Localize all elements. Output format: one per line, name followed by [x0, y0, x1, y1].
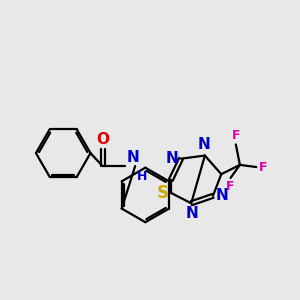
Text: O: O	[96, 132, 109, 147]
Text: N: N	[127, 150, 140, 165]
Text: H: H	[137, 170, 147, 183]
Text: S: S	[156, 184, 168, 202]
Text: N: N	[166, 151, 178, 166]
Text: F: F	[232, 129, 240, 142]
Text: F: F	[226, 180, 235, 193]
Text: N: N	[215, 188, 228, 203]
Text: N: N	[198, 137, 211, 152]
Text: F: F	[259, 160, 267, 173]
Text: N: N	[185, 206, 198, 221]
